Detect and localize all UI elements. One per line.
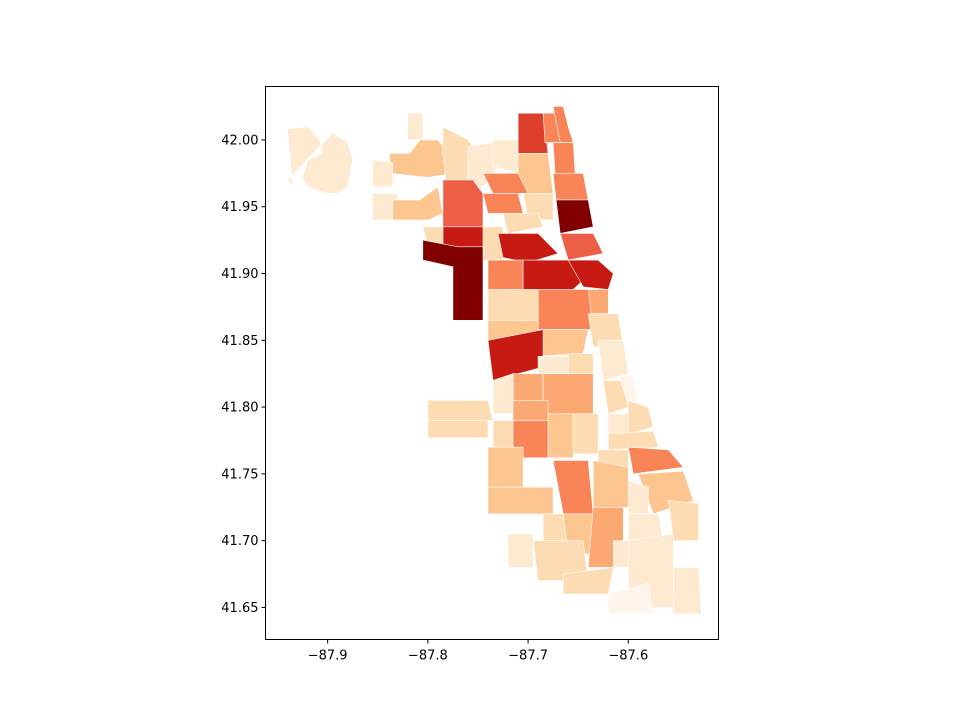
region-portage-park — [442, 179, 484, 228]
y-tick-label: 42.00 — [221, 133, 258, 148]
region-gage-park — [512, 400, 549, 421]
region-austin — [422, 239, 484, 321]
y-tick-label: 41.80 — [221, 401, 258, 416]
region-ohare — [287, 126, 354, 194]
region-humboldt-park — [487, 259, 524, 290]
region-edison-park — [372, 159, 394, 187]
region-hyde-park — [627, 399, 654, 435]
y-tick-label: 41.65 — [221, 601, 258, 616]
region-douglas — [597, 339, 629, 381]
y-tick-label: 41.75 — [221, 467, 258, 482]
x-tick-label: −87.9 — [308, 649, 348, 664]
region-uptown — [552, 173, 589, 201]
region-riverdale — [607, 583, 654, 615]
region-lower-west — [537, 329, 589, 357]
region-rogers-park-east — [552, 106, 574, 143]
region-new-city — [542, 373, 594, 415]
x-tick-label: −87.6 — [608, 649, 648, 664]
region-woodlawn — [607, 430, 659, 451]
x-axis: −87.9 −87.8 −87.7 −87.6 — [308, 639, 648, 664]
region-auburn-gresham — [552, 460, 594, 515]
x-tick-label: −87.7 — [508, 649, 548, 664]
community-areas — [287, 106, 702, 615]
region-kenwood — [617, 373, 639, 405]
y-tick-label: 41.90 — [221, 267, 258, 282]
region-clearing — [427, 420, 489, 439]
region-west-garfield — [487, 289, 539, 321]
region-west-town — [522, 259, 584, 290]
region-englewood — [572, 413, 599, 455]
region-logan-square — [497, 233, 559, 264]
region-archer-heights — [492, 373, 514, 415]
region-near-west — [537, 289, 594, 330]
x-tick-label: −87.8 — [408, 649, 448, 664]
region-hegewisch — [673, 567, 702, 615]
region-irving-park — [482, 193, 524, 214]
axes-frame — [265, 86, 719, 640]
region-west-englewood — [547, 413, 574, 459]
region-avondale — [502, 213, 544, 234]
region-mount-greenwood — [507, 533, 534, 568]
region-near-north — [567, 259, 614, 290]
region-lake-view — [555, 199, 594, 234]
region-garfield-ridge — [427, 400, 494, 421]
region-lincoln-park — [559, 233, 604, 261]
region-ashburn — [487, 486, 554, 515]
region-loop — [587, 289, 609, 314]
region-south-shore — [627, 446, 684, 475]
y-tick-label: 41.95 — [221, 200, 258, 215]
y-tick-label: 41.70 — [221, 534, 258, 549]
region-east-side — [668, 500, 699, 542]
region-far-northwest-a — [407, 112, 424, 141]
region-dunning — [392, 186, 444, 221]
y-axis: 42.00 41.95 41.90 41.85 41.80 41.75 41.70 41.65 — [221, 133, 266, 616]
y-tick-label: 41.85 — [221, 334, 258, 349]
region-chatham — [592, 460, 629, 508]
region-edgewater — [552, 142, 576, 174]
region-washington-park — [607, 413, 629, 435]
region-west-lawn — [487, 446, 524, 488]
